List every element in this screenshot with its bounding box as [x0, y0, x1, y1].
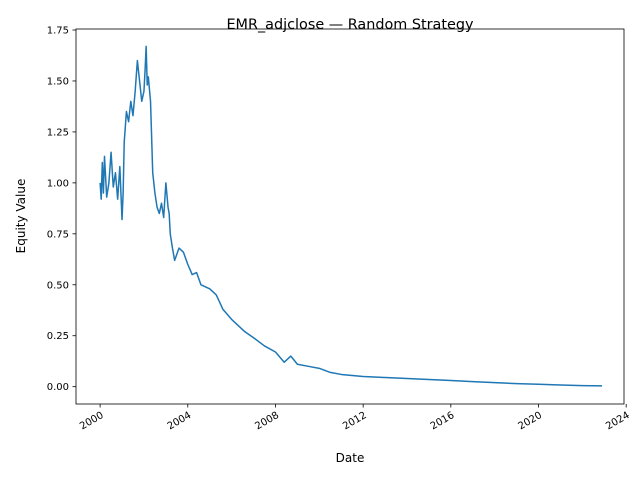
y-tick-label: 1.75 — [47, 26, 69, 37]
equity-line-series-0 — [99, 45, 603, 387]
y-tick-label: 1.25 — [47, 127, 69, 138]
y-tick-label: 0.50 — [47, 280, 69, 291]
y-tick-label: 0.00 — [47, 382, 69, 393]
x-axis-label: Date — [336, 451, 365, 465]
y-tick-label: 1.00 — [47, 178, 69, 189]
plot-frame — [75, 28, 625, 405]
y-axis: 0.00 0.25 0.50 0.75 1.00 1.25 1.50 1.75 — [47, 26, 76, 393]
y-axis-label: Equity Value — [14, 179, 28, 254]
y-tick-label: 0.25 — [47, 331, 69, 342]
chart-title: EMR_adjclose — Random Strategy — [226, 17, 474, 33]
y-tick-label: 0.75 — [47, 229, 69, 240]
y-tick-label: 1.50 — [47, 76, 69, 87]
plot-area — [99, 45, 603, 387]
